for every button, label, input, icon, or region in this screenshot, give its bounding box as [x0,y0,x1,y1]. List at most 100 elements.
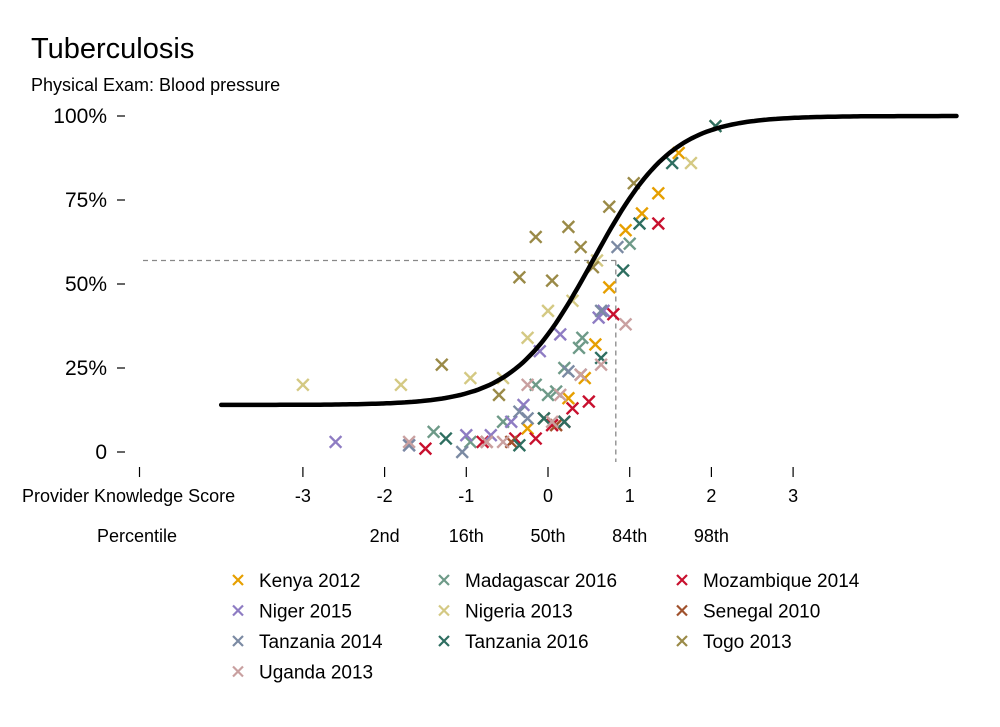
data-point [520,378,535,392]
data-point [545,273,559,288]
data-point [575,331,590,345]
legend-marker [676,604,688,617]
legend-label: Uganda 2013 [259,663,373,684]
data-point [561,391,576,405]
legend-marker [232,574,244,586]
data-point [402,435,416,449]
x-tick-label: 0 [543,486,553,506]
data-point [591,310,606,325]
data-point [504,415,518,429]
data-point [635,206,649,221]
chart-subtitle: Physical Exam: Blood pressure [31,75,280,95]
legend-marker [438,635,450,647]
y-tick-label: 75% [65,189,107,212]
x-tick-label: 1 [625,486,635,506]
percentile-label: Percentile [97,526,177,546]
data-point [594,357,608,372]
data-point [418,441,433,456]
data-point [632,216,647,231]
percentile-tick-label: 2nd [370,526,400,546]
fitted-curve-line [218,113,959,408]
data-point [529,431,543,446]
legend-label: Nigeria 2013 [465,602,573,623]
data-point [512,270,527,284]
data-point [665,156,679,170]
data-point [561,364,576,379]
legend-marker [232,604,244,617]
legend-marker [676,574,688,586]
legend-marker [232,665,244,678]
legend-marker [232,635,244,647]
data-point [610,240,625,254]
data-point [520,421,535,436]
x-tick-label: -3 [295,486,311,506]
legend-label: Kenya 2012 [259,571,360,592]
x-tick-label: 3 [788,486,798,506]
data-point [512,404,527,419]
x-tick-label: -1 [458,486,474,506]
data-point [492,388,506,402]
legend-label: Togo 2013 [703,632,792,653]
legend-label: Senegal 2010 [703,602,820,623]
data-point [455,445,469,459]
x-tick-label: 2 [706,486,716,506]
data-point [553,388,567,402]
percentile-tick-label: 98th [694,526,729,546]
data-point [537,411,551,426]
data-point [565,401,580,416]
data-point [557,415,572,429]
data-point [623,236,637,251]
data-point [573,240,588,254]
percentile-tick-label: 84th [612,526,647,546]
data-point [573,368,588,382]
data-point [594,304,608,318]
data-point [602,200,616,214]
data-point [541,388,555,402]
data-point [684,156,698,170]
data-point [496,435,510,449]
data-point [296,378,310,392]
legend: Kenya 2012 Madagascar 2016 Mozambique 2014… [232,571,860,684]
data-point [402,438,416,452]
data-point [651,216,665,231]
data-point [561,220,576,234]
data-point [596,304,611,318]
data-point [541,304,555,318]
data-point [516,398,531,412]
y-tick-label: 0 [95,441,107,464]
data-point [328,435,343,449]
percentile-tick-label: 16th [449,526,484,546]
y-tick-label: 50% [65,273,107,296]
data-point [463,371,478,385]
y-axis: 0 25% 50% 75% 100% [53,105,125,464]
x-axis-label: Provider Knowledge Score [22,486,235,506]
data-point [572,341,586,355]
data-point [582,394,596,409]
percentile-tick-label: 50th [530,526,565,546]
data-point [394,378,408,392]
legend-label: Madagascar 2016 [465,571,617,592]
data-point [484,428,498,442]
data-point [459,428,473,442]
legend-marker [676,635,688,647]
legend-label: Tanzania 2016 [465,632,589,653]
data-point [435,357,449,372]
data-point [553,327,567,342]
chart-title: Tuberculosis [31,33,194,65]
data-point [480,435,494,449]
data-point [616,263,630,278]
data-point [545,415,559,429]
data-point [512,438,527,452]
data-point [651,186,665,200]
x-tick-label: -2 [377,486,393,506]
data-point [618,223,633,237]
y-tick-label: 100% [53,105,107,128]
data-point [588,337,603,352]
legend-label: Tanzania 2014 [259,632,383,653]
y-tick-label: 25% [65,357,107,380]
legend-marker [438,604,450,617]
data-point [463,435,478,449]
data-point [618,317,633,332]
x-axis: Provider Knowledge Score Percentile -3 -2… [22,467,798,546]
fitted-curve [218,113,959,408]
